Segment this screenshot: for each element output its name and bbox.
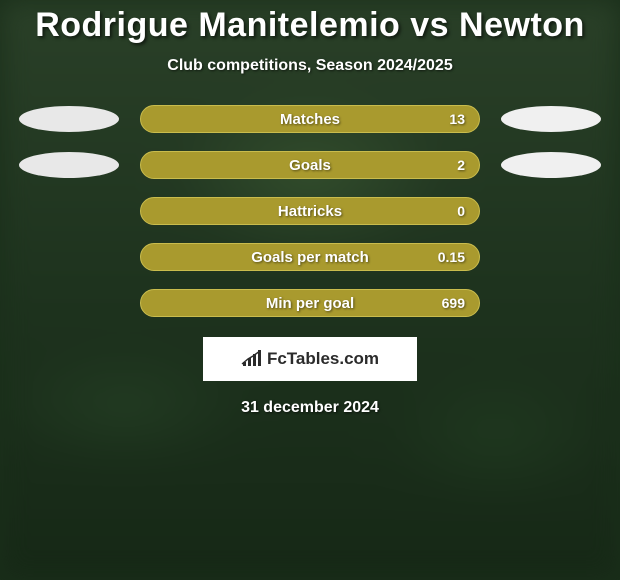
right-side [496,152,606,178]
subtitle: Club competitions, Season 2024/2025 [167,57,452,75]
stat-bar: Goals per match 0.15 [140,243,480,271]
logo-box: FcTables.com [203,337,417,381]
stat-bar: Hattricks 0 [140,197,480,225]
infographic-container: Rodrigue Manitelemio vs Newton Club comp… [0,0,620,580]
stat-value: 699 [442,295,465,311]
stat-bar: Matches 13 [140,105,480,133]
ellipse-right [501,106,601,132]
stat-value: 13 [449,111,465,127]
stat-row: Goals 2 [0,151,620,179]
stat-value: 0.15 [438,249,465,265]
stat-value: 2 [457,157,465,173]
ellipse-left [19,152,119,178]
stat-bar: Goals 2 [140,151,480,179]
stat-label: Goals per match [251,249,369,266]
stat-label: Goals [289,157,331,174]
page-title: Rodrigue Manitelemio vs Newton [35,6,585,45]
stat-row: Matches 13 [0,105,620,133]
stat-label: Hattricks [278,203,342,220]
stat-label: Min per goal [266,295,354,312]
stat-bar: Min per goal 699 [140,289,480,317]
stat-row: Min per goal 699 [0,289,620,317]
left-side [14,106,124,132]
stat-row: Hattricks 0 [0,197,620,225]
date-text: 31 december 2024 [241,399,379,417]
stat-row: Goals per match 0.15 [0,243,620,271]
stat-label: Matches [280,111,340,128]
left-side [14,152,124,178]
ellipse-left [19,106,119,132]
logo-text: FcTables.com [267,349,379,369]
right-side [496,106,606,132]
bar-chart-icon [241,350,263,368]
ellipse-right [501,152,601,178]
stats-rows: Matches 13 Goals 2 Hattricks 0 [0,105,620,317]
stat-value: 0 [457,203,465,219]
